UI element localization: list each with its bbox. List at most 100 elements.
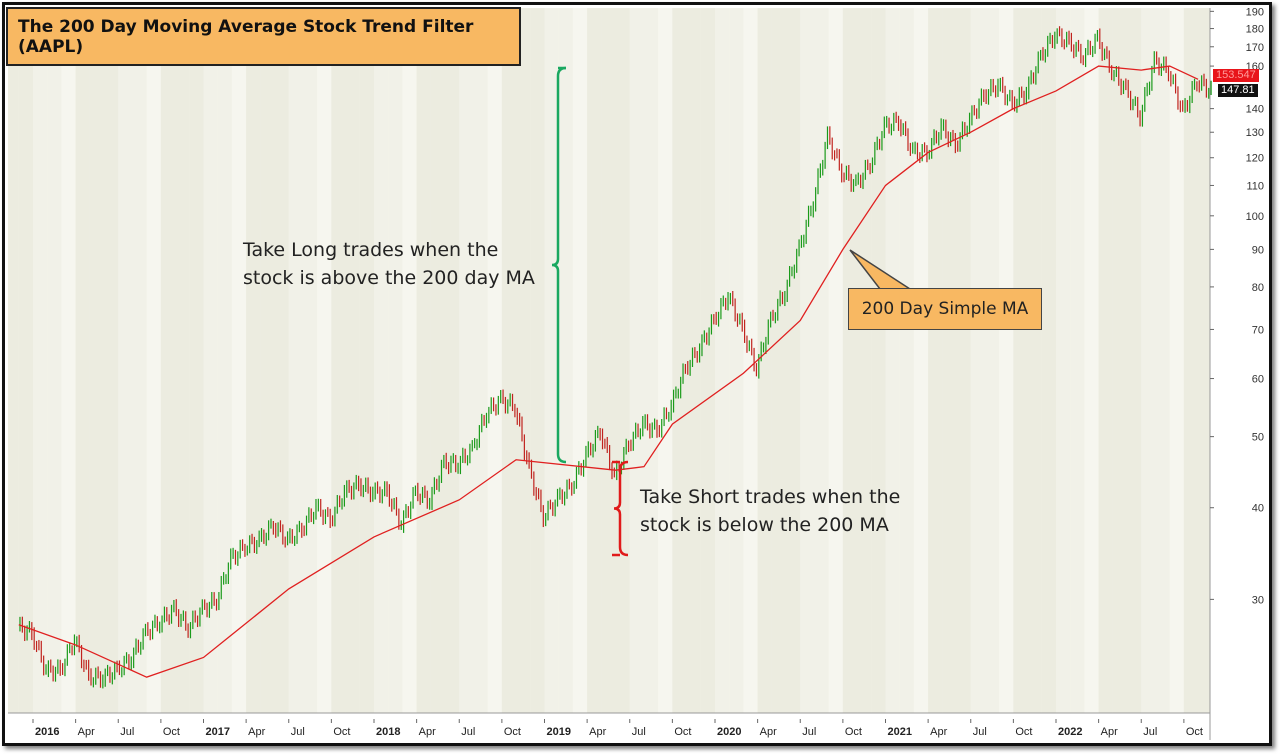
month-stripe bbox=[487, 8, 502, 713]
month-stripe bbox=[544, 8, 559, 713]
month-stripe bbox=[445, 8, 460, 713]
month-stripe bbox=[473, 8, 488, 713]
month-stripe bbox=[430, 8, 446, 713]
y-tick-label: 60 bbox=[1252, 374, 1264, 386]
x-tick-label: Jul bbox=[1143, 726, 1157, 738]
chart-frame bbox=[2, 2, 1272, 746]
short-brace bbox=[613, 460, 629, 557]
x-tick-label: Oct bbox=[845, 726, 862, 738]
month-stripe bbox=[956, 8, 971, 713]
month-stripe bbox=[629, 8, 644, 713]
last-price-label: 147.81 bbox=[1218, 84, 1258, 97]
y-tick-label: 50 bbox=[1252, 432, 1264, 444]
month-stripe bbox=[658, 8, 673, 713]
month-stripe bbox=[572, 8, 588, 713]
x-tick-label: Jul bbox=[461, 726, 475, 738]
y-tick-label: 80 bbox=[1252, 282, 1264, 294]
month-stripe bbox=[700, 8, 715, 713]
x-tick-label: Apr bbox=[248, 726, 265, 738]
month-stripe bbox=[231, 8, 247, 713]
x-tick-label: 2019 bbox=[547, 726, 571, 738]
x-tick-label: Oct bbox=[504, 726, 521, 738]
month-stripe bbox=[317, 8, 332, 713]
month-stripe bbox=[757, 8, 772, 713]
long-trades-note: Take Long trades when the stock is above… bbox=[243, 236, 535, 292]
month-stripe bbox=[828, 8, 843, 713]
month-stripe bbox=[160, 8, 176, 713]
x-tick-label: 2022 bbox=[1058, 726, 1082, 738]
price-axis-area bbox=[1210, 8, 1275, 740]
x-tick-label: Jul bbox=[632, 726, 646, 738]
long-note-line-1: Take Long trades when the bbox=[243, 239, 499, 261]
month-stripe bbox=[1056, 8, 1071, 713]
x-tick-label: Apr bbox=[760, 726, 777, 738]
x-tick-label: 2021 bbox=[888, 726, 912, 738]
month-stripe bbox=[516, 8, 531, 713]
x-tick-label: 2020 bbox=[717, 726, 741, 738]
month-stripe bbox=[18, 8, 33, 713]
month-stripe bbox=[672, 8, 687, 713]
y-tick-label: 70 bbox=[1252, 324, 1264, 336]
ma-line bbox=[18, 65, 1199, 678]
y-tick-label: 110 bbox=[1246, 180, 1264, 192]
month-stripe bbox=[359, 8, 374, 713]
month-stripe bbox=[1127, 8, 1142, 713]
month-stripe bbox=[302, 8, 318, 713]
month-stripe bbox=[203, 8, 218, 713]
ma-price-label: 153.547 bbox=[1213, 69, 1259, 82]
long-brace bbox=[551, 66, 567, 464]
x-tick-label: Oct bbox=[1186, 726, 1203, 738]
month-stripe bbox=[459, 8, 474, 713]
month-stripe bbox=[1198, 8, 1210, 713]
month-stripe bbox=[1070, 8, 1085, 713]
x-tick-label: Jul bbox=[802, 726, 816, 738]
y-tick-label: 40 bbox=[1252, 503, 1264, 515]
month-stripe bbox=[558, 8, 573, 713]
month-stripe bbox=[899, 8, 914, 713]
x-tick-label: Apr bbox=[419, 726, 436, 738]
month-stripe bbox=[970, 8, 985, 713]
month-stripe bbox=[374, 8, 389, 713]
month-stripe bbox=[743, 8, 758, 713]
month-stripe bbox=[800, 8, 815, 713]
month-stripe bbox=[1013, 8, 1028, 713]
x-tick-label: 2017 bbox=[206, 726, 230, 738]
short-note-line-1: Take Short trades when the bbox=[640, 486, 901, 508]
month-stripe bbox=[1112, 8, 1128, 713]
y-tick-label: 30 bbox=[1252, 594, 1264, 606]
x-tick-label: Jul bbox=[120, 726, 134, 738]
month-stripe bbox=[345, 8, 360, 713]
month-stripe bbox=[643, 8, 659, 713]
month-stripe bbox=[1183, 8, 1199, 713]
time-axis-area bbox=[8, 713, 1210, 745]
month-stripe bbox=[1098, 8, 1113, 713]
y-tick-label: 130 bbox=[1246, 127, 1264, 139]
y-tick-label: 180 bbox=[1246, 24, 1264, 36]
month-stripe bbox=[388, 8, 403, 713]
x-tick-label: Jul bbox=[291, 726, 305, 738]
month-stripe bbox=[175, 8, 190, 713]
short-trades-note: Take Short trades when the stock is belo… bbox=[640, 483, 900, 539]
ma-callout: 200 Day Simple MA bbox=[848, 288, 1042, 330]
month-stripe bbox=[61, 8, 76, 713]
short-brace-cap bbox=[612, 460, 620, 557]
month-stripe bbox=[984, 8, 1000, 713]
y-tick-label: 140 bbox=[1246, 104, 1264, 116]
month-stripe bbox=[601, 8, 616, 713]
x-tick-label: 2016 bbox=[35, 726, 59, 738]
x-tick-label: 2018 bbox=[376, 726, 400, 738]
month-stripe bbox=[1041, 8, 1056, 713]
month-stripe bbox=[331, 8, 346, 713]
y-tick-label: 190 bbox=[1246, 6, 1264, 18]
month-stripe bbox=[47, 8, 62, 713]
month-stripe bbox=[729, 8, 744, 713]
month-stripe bbox=[1169, 8, 1184, 713]
month-stripe bbox=[587, 8, 602, 713]
short-note-line-2: stock is below the 200 MA bbox=[640, 514, 889, 536]
month-stripe bbox=[217, 8, 232, 713]
month-stripe bbox=[942, 8, 957, 713]
month-stripe bbox=[530, 8, 545, 713]
month-stripe bbox=[402, 8, 417, 713]
month-stripe bbox=[75, 8, 90, 713]
